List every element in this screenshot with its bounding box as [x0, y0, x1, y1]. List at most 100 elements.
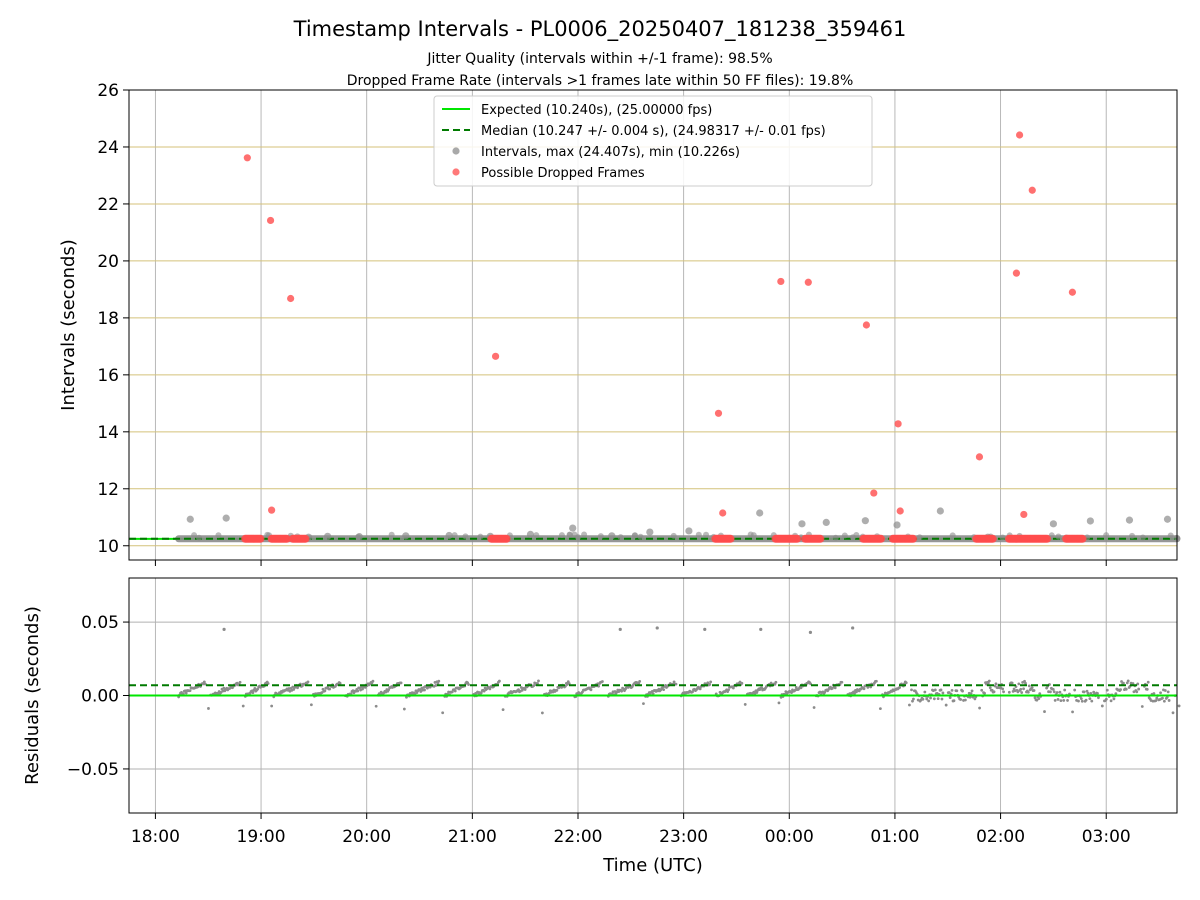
residual-point [961, 689, 964, 693]
residual-point [912, 697, 915, 701]
dropped-frame-point [894, 420, 902, 428]
dropped-frame-point [243, 154, 251, 162]
residual-point [1105, 688, 1109, 692]
intervals-y-tick-label: 18 [97, 309, 119, 329]
residual-point [1096, 691, 1099, 695]
residual-point [980, 688, 984, 692]
residual-point [1162, 699, 1166, 703]
residual-point [428, 685, 432, 689]
interval-point [186, 515, 194, 523]
residual-point [1119, 688, 1122, 692]
residual-point [925, 697, 929, 701]
residual-point [727, 688, 730, 692]
interval-point [1129, 532, 1136, 539]
residual-point [479, 691, 483, 695]
residual-point [434, 684, 438, 687]
dropped-frame-point [804, 278, 812, 286]
residual-point [309, 703, 313, 707]
legend-box [433, 95, 873, 187]
residual-point [1122, 681, 1125, 685]
residual-point [944, 703, 948, 707]
residual-point [256, 687, 260, 691]
residual-point [441, 711, 445, 715]
residual-point [812, 706, 816, 709]
residual-point [929, 696, 932, 700]
residual-point [423, 688, 426, 692]
legend-swatch-marker [452, 168, 460, 176]
residual-point [840, 680, 844, 684]
legend-entry-label: Intervals, max (24.407s), min (10.226s) [481, 145, 740, 160]
residual-point [1161, 696, 1164, 700]
chart-title: Timestamp Intervals - PL0006_20250407_18… [293, 17, 907, 42]
interval-point [574, 534, 581, 541]
residual-point [482, 689, 486, 693]
residual-point [323, 689, 327, 693]
dropped-frame-point [1015, 131, 1024, 139]
interval-point [451, 532, 458, 539]
residual-point [1136, 682, 1140, 686]
residual-point [674, 682, 678, 686]
residual-point [567, 682, 571, 685]
residual-point [555, 688, 559, 692]
residual-point [1097, 696, 1100, 700]
interval-point [703, 531, 710, 538]
interval-point [1139, 534, 1146, 541]
residual-point [1140, 705, 1144, 708]
residual-outlier-point [703, 627, 707, 632]
residual-point [993, 684, 997, 688]
interval-point [631, 532, 638, 539]
residual-point [994, 682, 998, 686]
interval-point [533, 532, 540, 539]
dropped-frame-point [870, 489, 878, 497]
residual-point [774, 680, 778, 684]
residual-point [1090, 699, 1094, 703]
legend-swatch-marker [452, 147, 460, 155]
dropped-frame-point [502, 534, 511, 543]
residual-point [941, 691, 945, 695]
residual-point [988, 686, 992, 690]
residual-point [1027, 684, 1031, 688]
dropped-frame-point [876, 534, 885, 543]
residual-point [708, 683, 712, 686]
legend-entry-label: Possible Dropped Frames [481, 166, 645, 181]
residual-point [1080, 699, 1084, 703]
residual-outlier-point [618, 627, 622, 632]
residual-point [207, 707, 210, 710]
residual-point [950, 688, 954, 692]
interval-point [756, 509, 764, 517]
residual-point [932, 697, 936, 701]
residual-point [601, 680, 604, 683]
residual-point [1037, 697, 1041, 701]
residual-point [241, 704, 245, 708]
dropped-frame-point [726, 534, 735, 543]
intervals-y-axis-label: Intervals (seconds) [58, 239, 79, 411]
interval-point [617, 534, 624, 541]
dropped-frame-point [793, 534, 802, 543]
intervals-y-tick-label: 20 [97, 252, 119, 272]
residual-point [540, 711, 544, 715]
residual-point [1082, 690, 1086, 694]
residual-point [577, 691, 581, 694]
dropped-frame-point [816, 534, 825, 543]
interval-point [893, 521, 901, 529]
interval-point [841, 532, 848, 539]
residual-point [777, 701, 781, 705]
interval-point [526, 530, 535, 538]
interval-point [324, 532, 332, 540]
residual-point [760, 686, 764, 690]
dropped-frame-point [268, 506, 276, 514]
residual-point [1026, 690, 1030, 694]
time-x-tick-label: 21:00 [448, 827, 497, 847]
intervals-y-tick-label: 14 [97, 423, 119, 443]
residual-point [898, 686, 902, 689]
interval-point [916, 534, 923, 541]
residual-point [184, 691, 188, 695]
residual-point [970, 689, 974, 693]
legend-entry-label: Median (10.247 +/- 0.004 s), (24.98317 +… [481, 124, 826, 139]
residual-point [1052, 690, 1056, 694]
residual-point [853, 692, 856, 695]
residual-point [911, 699, 914, 703]
interval-point [462, 533, 469, 540]
dropped-frame-point [256, 534, 265, 543]
residual-point [1053, 698, 1057, 702]
